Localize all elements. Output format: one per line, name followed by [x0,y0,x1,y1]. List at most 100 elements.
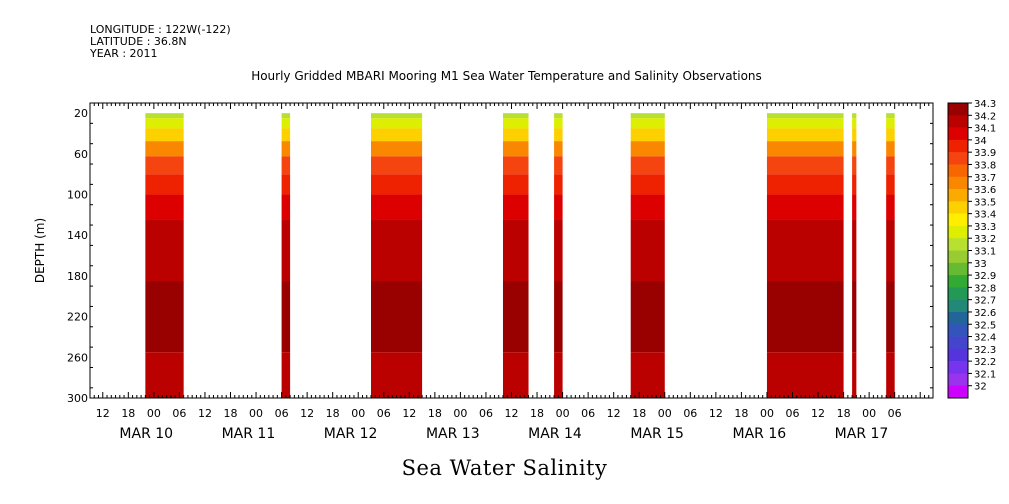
salinity-band [281,194,291,220]
plot-area [145,113,895,398]
x-hour-label: 06 [377,407,391,420]
x-date-label: MAR 12 [324,426,378,442]
chart-title: Hourly Gridded MBARI Mooring M1 Sea Wate… [251,69,762,83]
salinity-band [630,113,665,119]
colorbar-swatch [948,103,968,116]
colorbar-label: 32 [974,382,987,393]
salinity-band [766,219,844,282]
x-hour-label: 00 [862,407,876,420]
x-date-label: MAR 14 [528,426,582,442]
x-hour-label: 06 [581,407,595,420]
salinity-band [281,141,291,157]
x-hour-label: 12 [709,407,723,420]
colorbar-swatch [948,176,968,190]
salinity-band [766,141,844,157]
salinity-band [886,194,895,220]
x-hour-label: 06 [888,407,902,420]
y-tick-label: 300 [67,392,88,405]
x-hour-label: 18 [632,407,646,420]
salinity-band [554,141,563,157]
salinity-band [766,281,844,353]
colorbar-swatch [948,201,968,214]
colorbar-label: 32.7 [974,296,996,307]
colorbar-swatch [948,213,968,227]
colorbar-swatch [948,385,968,399]
colorbar-swatch [948,348,968,362]
colorbar-swatch [948,373,968,387]
x-hour-label: 18 [121,407,135,420]
salinity-band [502,219,529,282]
colorbar-label: 34.3 [974,99,996,110]
colorbar-label: 33.1 [974,247,996,258]
x-hour-label: 00 [556,407,570,420]
salinity-band [281,352,291,398]
salinity-band [766,113,844,119]
salinity-band [371,113,423,119]
colorbar-label: 32.9 [974,271,996,282]
salinity-band [281,128,291,142]
salinity-band [852,113,857,119]
salinity-band [145,174,184,195]
colorbar: 34.334.234.13433.933.833.733.633.533.433… [947,99,996,399]
x-date-label: MAR 11 [222,426,276,442]
salinity-band [145,156,184,175]
latitude-label: LATITUDE : 36.8N [90,35,187,48]
x-hour-label: 12 [811,407,825,420]
salinity-band [852,141,857,157]
data-column [852,113,857,398]
salinity-band [281,113,291,119]
salinity-band [630,281,665,353]
colorbar-label: 33.2 [974,234,996,245]
salinity-band [281,118,291,129]
data-column [502,113,529,398]
salinity-band [502,113,529,119]
salinity-band [145,194,184,220]
data-column [886,113,895,398]
salinity-band [852,174,857,195]
salinity-band [371,128,423,142]
colorbar-swatch [948,311,968,325]
colorbar-label: 33.4 [974,210,996,221]
salinity-band [145,219,184,282]
salinity-band [554,352,563,398]
colorbar-label: 33.5 [974,197,996,208]
salinity-band [766,174,844,195]
x-hour-label: 12 [96,407,110,420]
data-column [554,113,563,398]
salinity-band [630,118,665,129]
salinity-band [554,194,563,220]
colorbar-label: 33.6 [974,185,996,196]
salinity-band [554,174,563,195]
salinity-band [371,118,423,129]
salinity-band [502,118,529,129]
y-tick-label: 20 [74,107,88,120]
colorbar-swatch [948,250,968,264]
salinity-band [502,281,529,353]
y-axis-label: DEPTH (m) [33,218,47,283]
x-hour-label: 00 [760,407,774,420]
x-hour-label: 12 [198,407,212,420]
salinity-band [852,156,857,175]
salinity-band [766,194,844,220]
colorbar-label: 34 [974,136,987,147]
salinity-band [371,352,423,398]
colorbar-label: 32.8 [974,283,996,294]
salinity-band [886,128,895,142]
colorbar-label: 32.3 [974,345,996,356]
salinity-band [886,281,895,353]
x-hour-label: 12 [300,407,314,420]
salinity-band [886,118,895,129]
salinity-band [145,281,184,353]
salinity-band [502,174,529,195]
salinity-band [852,281,857,353]
colorbar-swatch [948,275,968,288]
salinity-band [371,156,423,175]
y-tick-label: 180 [67,270,88,283]
colorbar-swatch [948,336,968,350]
colorbar-label: 33 [974,259,987,270]
colorbar-label: 32.2 [974,357,996,368]
colorbar-label: 34.2 [974,111,996,122]
data-column [281,113,291,398]
x-date-label: MAR 13 [426,426,480,442]
